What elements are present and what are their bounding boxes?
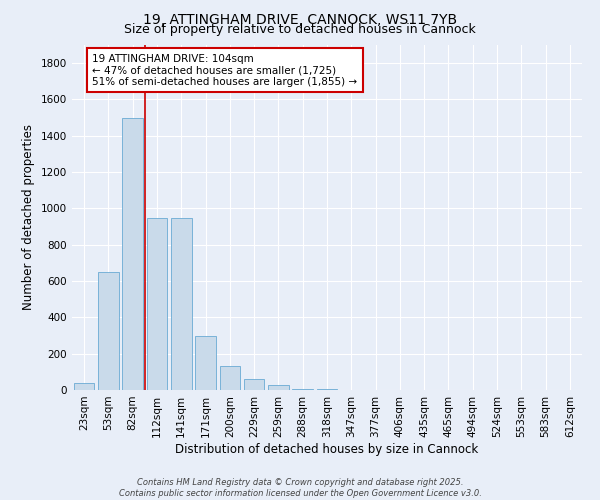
Bar (292, 389, 313, 390)
Text: 19, ATTINGHAM DRIVE, CANNOCK, WS11 7YB: 19, ATTINGHAM DRIVE, CANNOCK, WS11 7YB (143, 12, 457, 26)
Bar (220, 366, 240, 390)
Bar (146, 218, 167, 390)
Y-axis label: Number of detached properties: Number of detached properties (22, 124, 35, 310)
Bar (98, 272, 119, 390)
Bar (244, 379, 265, 390)
Text: Size of property relative to detached houses in Cannock: Size of property relative to detached ho… (124, 22, 476, 36)
Bar (195, 336, 216, 390)
Text: Contains HM Land Registry data © Crown copyright and database right 2025.
Contai: Contains HM Land Registry data © Crown c… (119, 478, 481, 498)
Bar (317, 389, 337, 390)
Bar (74, 382, 94, 390)
Bar (171, 218, 191, 390)
X-axis label: Distribution of detached houses by size in Cannock: Distribution of detached houses by size … (175, 442, 479, 456)
Text: 19 ATTINGHAM DRIVE: 104sqm
← 47% of detached houses are smaller (1,725)
51% of s: 19 ATTINGHAM DRIVE: 104sqm ← 47% of deta… (92, 54, 358, 87)
Bar (268, 386, 289, 390)
Bar (122, 118, 143, 390)
